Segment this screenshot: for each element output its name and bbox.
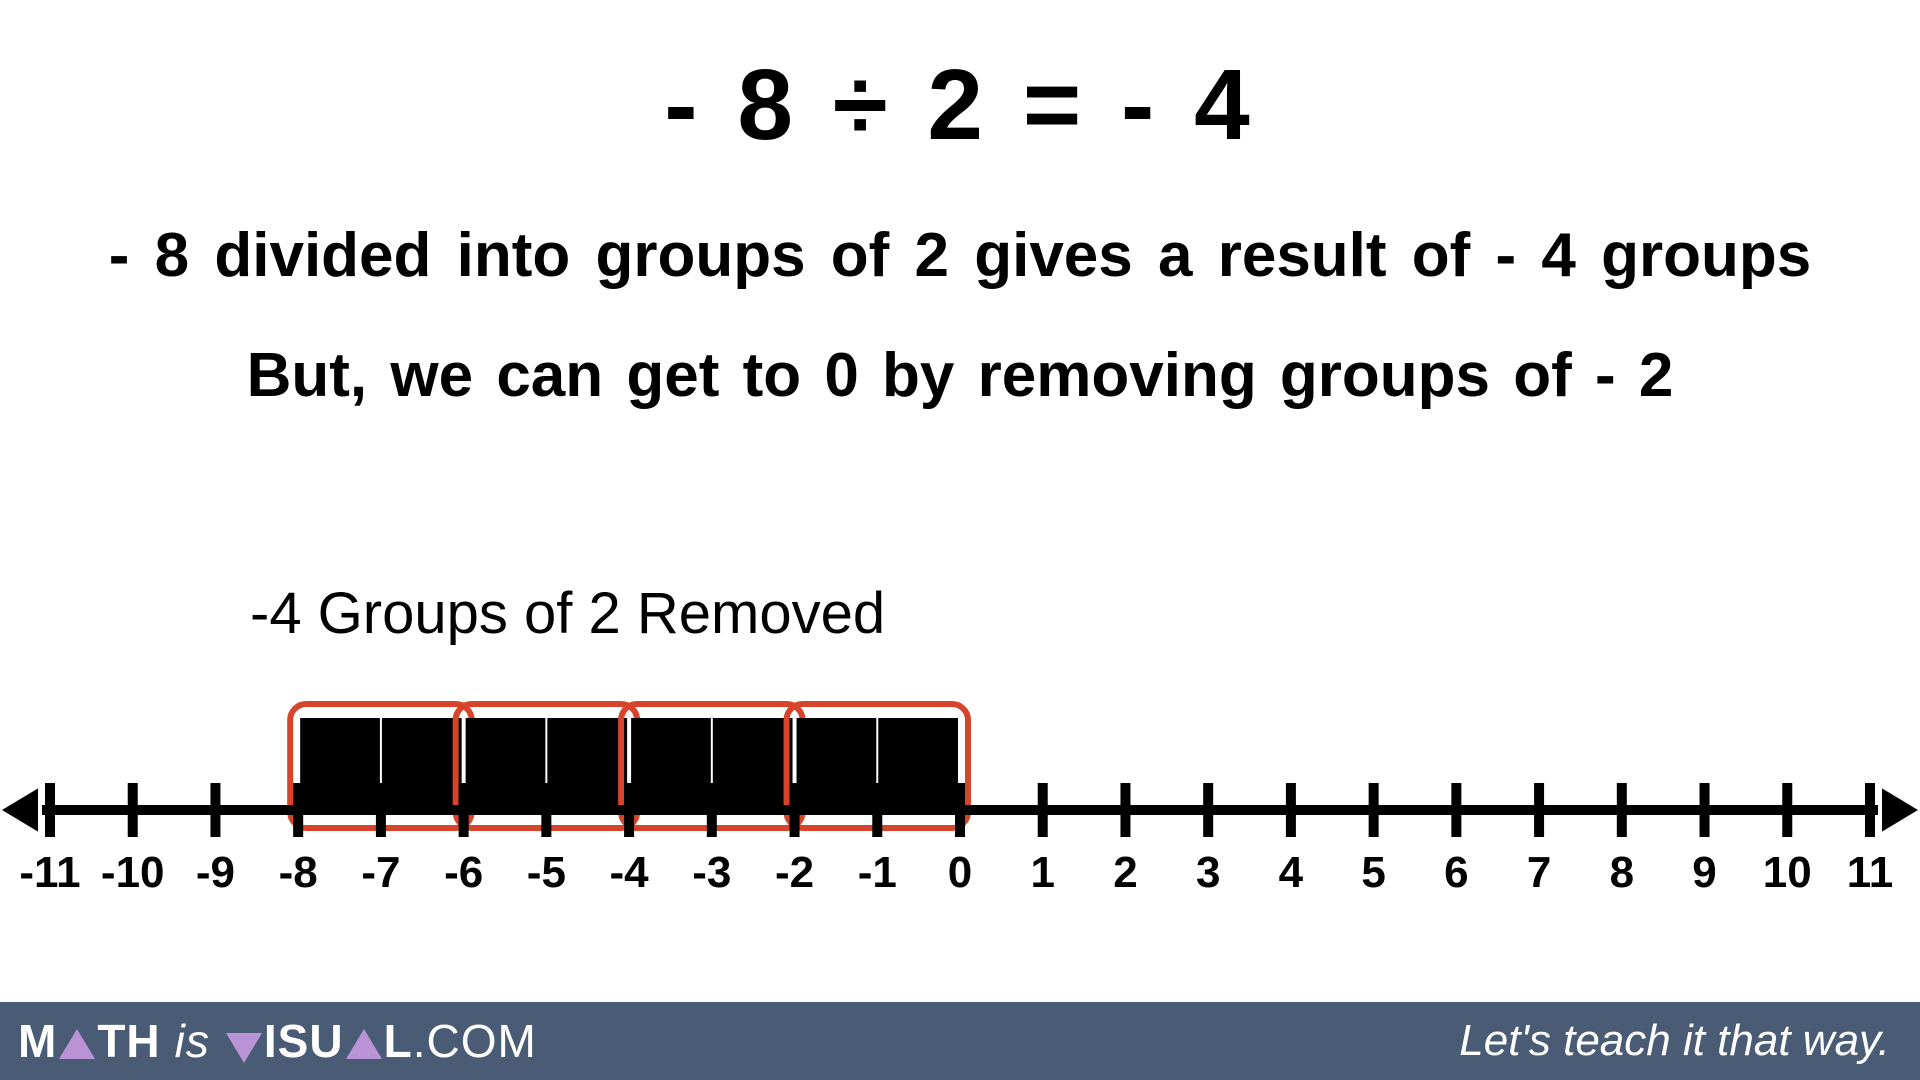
unit-square [300, 718, 380, 814]
unit-square [382, 718, 462, 814]
arrow-right-icon [1882, 788, 1918, 831]
unit-square [631, 718, 711, 814]
brand-th: TH [97, 1014, 160, 1068]
arrow-left-icon [2, 788, 38, 831]
brand-is: is [175, 1014, 210, 1068]
tick-label: -9 [196, 848, 235, 897]
tick-label: -10 [101, 848, 165, 897]
unit-square [878, 718, 958, 814]
unit-square [713, 718, 793, 814]
equation-text: - 8 ÷ 2 = - 4 [0, 48, 1920, 163]
unit-square [797, 718, 877, 814]
unit-square [547, 718, 627, 814]
tick-label: 0 [948, 848, 972, 897]
tick-label: -5 [527, 848, 566, 897]
tick-label: -2 [775, 848, 814, 897]
tick-label: 3 [1196, 848, 1220, 897]
tick-label: 10 [1763, 848, 1812, 897]
tick-label: -3 [692, 848, 731, 897]
tick-label: -6 [444, 848, 483, 897]
triangle-up-icon [346, 1029, 382, 1059]
tick-label: 2 [1113, 848, 1137, 897]
tick-label: -7 [361, 848, 400, 897]
tick-label: 8 [1610, 848, 1634, 897]
sentence-line-1: - 8 divided into groups of 2 gives a res… [0, 220, 1920, 291]
footer-brand: M TH is ISU L .COM [18, 1014, 537, 1068]
brand-com: .COM [413, 1014, 537, 1068]
number-line-svg: -11-10-9-8-7-6-5-4-3-2-101234567891011 [0, 700, 1920, 920]
tick-label: 1 [1030, 848, 1054, 897]
brand-isu: ISU [264, 1014, 344, 1068]
tick-label: -11 [19, 848, 80, 897]
brand-l: L [384, 1014, 413, 1068]
sentence-line-2: But, we can get to 0 by removing groups … [0, 340, 1920, 411]
unit-square [466, 718, 546, 814]
tick-label: 9 [1692, 848, 1716, 897]
brand-m: M [18, 1014, 57, 1068]
tick-label: 4 [1279, 848, 1304, 897]
tick-label: -4 [610, 848, 650, 897]
tick-label: -1 [858, 848, 897, 897]
tick-label: -8 [279, 848, 318, 897]
groups-caption: -4 Groups of 2 Removed [250, 580, 885, 647]
triangle-up-icon [59, 1029, 95, 1059]
tick-label: 7 [1527, 848, 1551, 897]
footer-bar: M TH is ISU L .COM Let's teach it that w… [0, 1002, 1920, 1080]
number-line-region: -11-10-9-8-7-6-5-4-3-2-101234567891011 [0, 700, 1920, 920]
tick-label: 11 [1847, 848, 1894, 897]
footer-tagline: Let's teach it that way. [1459, 1016, 1890, 1066]
tick-label: 6 [1444, 848, 1468, 897]
tick-label: 5 [1361, 848, 1385, 897]
triangle-down-icon [226, 1033, 262, 1063]
